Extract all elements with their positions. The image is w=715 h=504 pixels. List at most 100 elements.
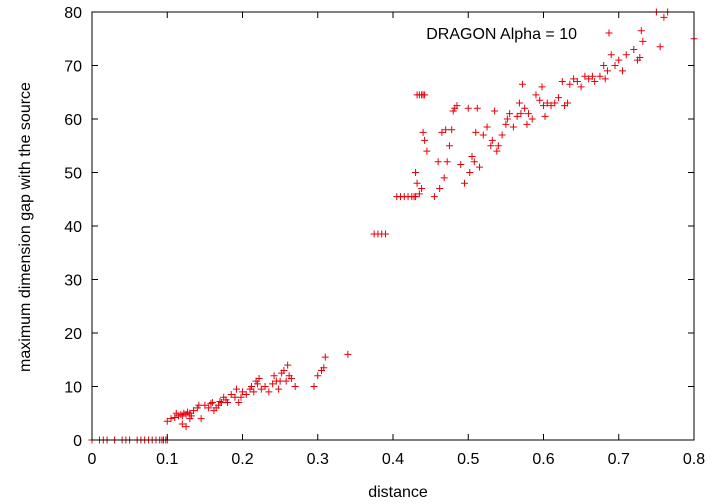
data-point [570,75,578,83]
data-point [611,62,619,69]
data-point [205,404,213,412]
data-point [509,123,517,131]
data-point [284,361,292,369]
y-tick-label: 80 [64,5,82,22]
data-point [223,399,231,407]
data-point [541,112,549,120]
data-point [528,115,536,123]
data-point [421,91,429,99]
data-point [551,99,559,107]
y-tick-label: 0 [73,433,82,450]
x-axis-label: distance [368,484,428,501]
data-point [591,78,599,86]
data-point [532,91,540,99]
data-point [470,158,478,166]
data-point [413,179,421,187]
y-tick-label: 30 [64,273,82,290]
y-axis-label: maximum dimension gap with the source [17,82,34,372]
data-point [269,380,277,388]
data-point [276,377,284,385]
data-point [473,104,481,112]
data-point [600,62,608,69]
x-tick-label: 0.4 [382,451,404,468]
data-point [502,120,510,128]
data-point [419,128,427,136]
data-point [636,53,644,61]
data-point [282,377,290,385]
data-point [208,399,216,407]
data-point [190,407,198,415]
data-point [487,142,495,150]
data-point [418,185,426,193]
data-points-layer [88,8,698,444]
data-point [436,185,444,193]
data-point [421,136,429,144]
axes-layer [91,11,695,441]
data-point [227,391,235,399]
data-point [494,142,502,150]
y-tick-label: 70 [64,59,82,76]
data-point [555,94,563,102]
data-point [195,401,203,409]
data-point [585,75,593,83]
data-point [468,152,476,160]
data-point [197,415,205,423]
data-point [498,131,506,139]
data-point [506,110,514,118]
data-point [445,142,453,150]
data-point [466,169,474,176]
data-point [167,415,175,423]
data-point [566,80,574,88]
data-point [248,383,256,390]
data-point [438,128,446,136]
data-point [656,43,664,51]
data-point [265,388,273,396]
data-point [186,415,194,423]
data-point [237,393,245,401]
data-point [216,397,224,405]
data-point [488,136,496,144]
data-point [430,193,438,201]
data-point [483,123,491,131]
data-point [503,115,511,123]
x-tick-label: 0.6 [532,451,554,468]
data-point [479,131,487,139]
data-point [513,112,521,120]
plot-frame [91,11,695,441]
ticks-layer: 0 0.1 0.2 0.3 0.4 0.5 0.6 0.7 0.8 0 10 20 30 40 50 60 70… [64,5,705,468]
data-point [630,45,638,53]
data-point [239,388,246,396]
y-tick-label: 40 [64,219,82,236]
data-point [440,174,448,182]
data-point [607,51,615,59]
data-point [547,102,555,110]
data-point [254,380,262,388]
data-point [460,179,468,187]
data-point [217,399,225,407]
data-point [472,128,480,136]
data-point [543,99,551,107]
data-point [601,75,609,83]
x-tick-label: 0.5 [457,451,479,468]
data-point [255,374,263,382]
data-point [577,83,585,91]
data-point [443,158,451,166]
data-point [310,383,318,390]
data-point [538,83,546,91]
data-point [287,374,295,382]
data-point [291,383,299,390]
data-point [178,420,186,428]
data-point [622,51,630,59]
legend: DRAGON Alpha = 10 [426,26,613,43]
data-point [231,393,239,401]
data-point [280,366,288,374]
data-point [581,72,589,80]
data-point [207,400,215,408]
data-point [457,160,465,168]
x-tick-label: 0.8 [683,451,705,468]
data-point [163,417,171,425]
data-point [518,80,526,88]
data-point [182,423,190,431]
data-point [464,104,472,112]
data-point [573,78,581,86]
